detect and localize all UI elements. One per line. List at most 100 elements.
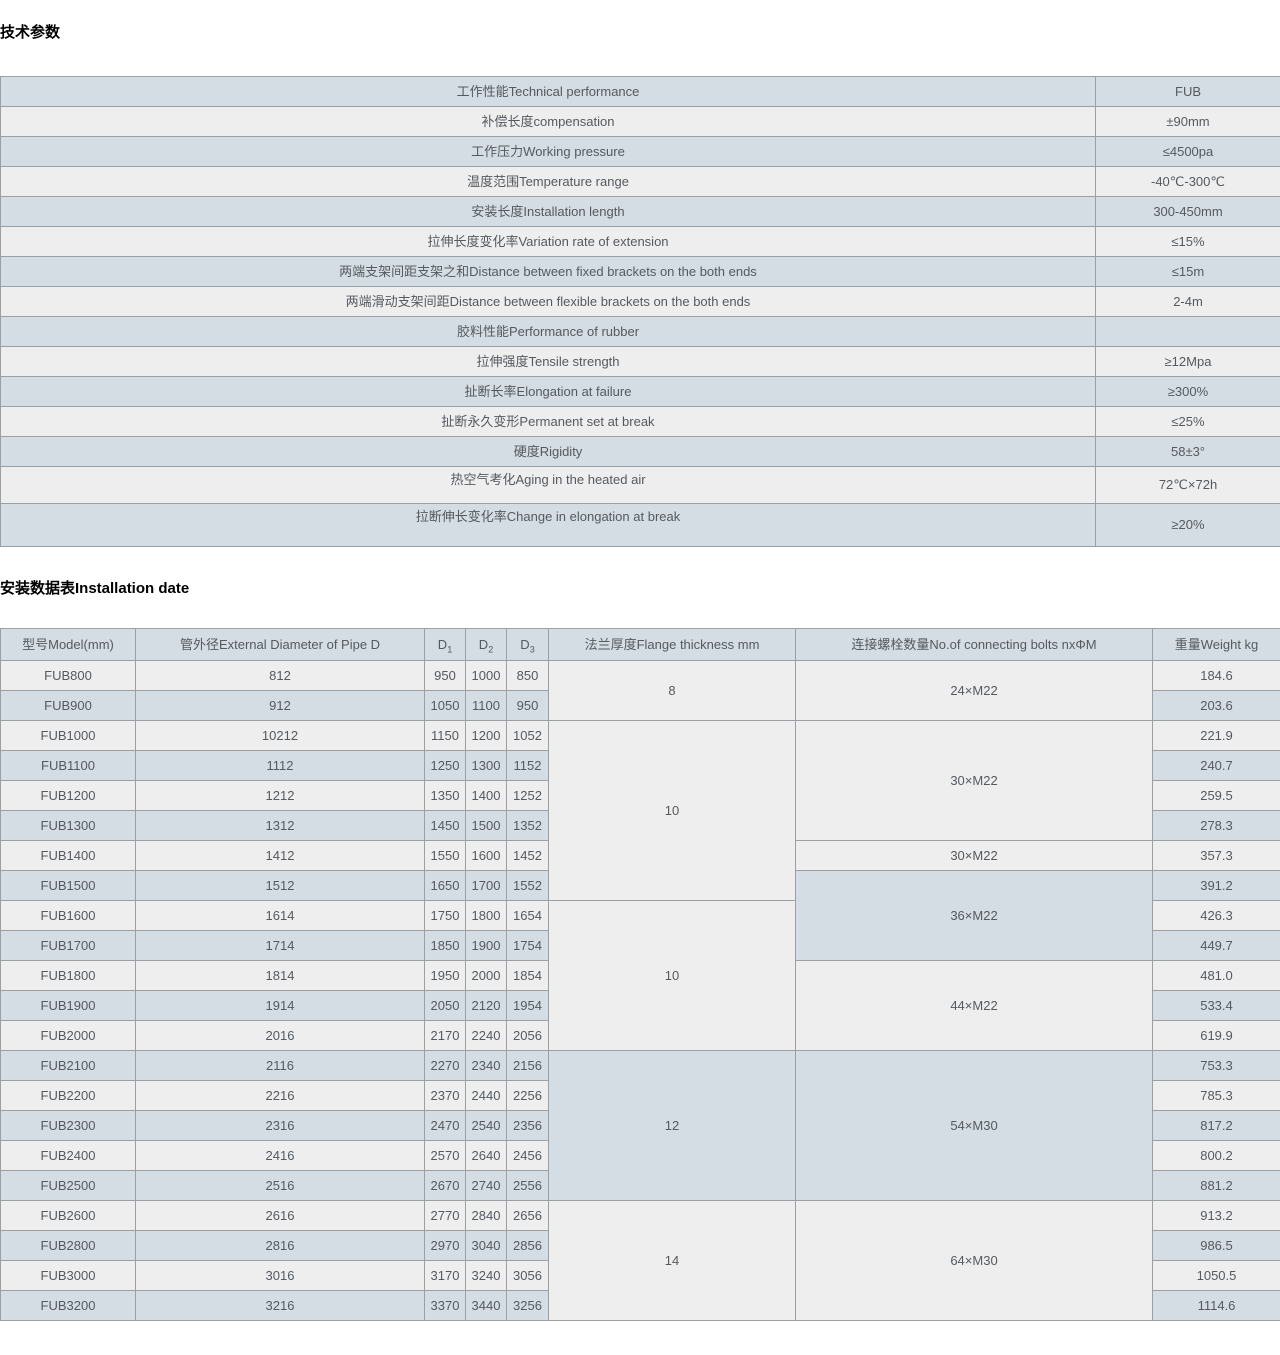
installation-data-title: 安装数据表Installation date xyxy=(0,580,190,597)
d2-cell: 3040 xyxy=(465,1230,507,1261)
weight-cell: 184.6 xyxy=(1152,660,1280,691)
d3-cell: 1954 xyxy=(506,990,549,1021)
weight-cell: 278.3 xyxy=(1152,810,1280,841)
model-cell: FUB1000 xyxy=(0,720,136,751)
d2-cell: 2840 xyxy=(465,1200,507,1231)
weight-cell: 817.2 xyxy=(1152,1110,1280,1141)
model-cell: FUB1900 xyxy=(0,990,136,1021)
d2-cell: 1600 xyxy=(465,840,507,871)
install-row: FUB1000 10212 1150 1200 1052 10 30×M22 221.9 xyxy=(0,720,1280,901)
d2-cell: 2740 xyxy=(465,1170,507,1201)
tech-param-row: 拉伸强度Tensile strength ≥12Mpa xyxy=(0,346,1280,377)
tech-param-value: 58±3° xyxy=(1095,436,1280,467)
d1-cell: 1250 xyxy=(424,750,466,781)
d3-cell: 2056 xyxy=(506,1020,549,1051)
install-row: FUB1500 1512 1650 1700 1552 36×M22 391.2 xyxy=(0,870,1280,961)
d3-cell: 3056 xyxy=(506,1260,549,1291)
install-row: FUB1200 1212 1350 1400 1252 259.5 xyxy=(0,780,1280,811)
d1-cell: 2170 xyxy=(424,1020,466,1051)
model-cell: FUB2300 xyxy=(0,1110,136,1141)
flange-thickness-cell: 8 xyxy=(548,660,796,721)
flange-thickness-cell: 10 xyxy=(548,720,796,901)
connecting-bolts-cell: 44×M22 xyxy=(795,960,1153,1051)
d2-cell: 2440 xyxy=(465,1080,507,1111)
model-cell: FUB1600 xyxy=(0,900,136,931)
d1-cell: 2050 xyxy=(424,990,466,1021)
install-header-row: 型号Model(mm) 管外径External Diameter of Pipe … xyxy=(0,628,1280,661)
pipe-diameter-cell: 2816 xyxy=(135,1230,425,1261)
model-cell: FUB1100 xyxy=(0,750,136,781)
install-row: FUB2800 2816 2970 3040 2856 986.5 xyxy=(0,1230,1280,1261)
tech-param-label: 扯断永久变形Permanent set at break xyxy=(0,406,1096,437)
d1-cell: 2770 xyxy=(424,1200,466,1231)
tech-param-label: 胶料性能Performance of rubber xyxy=(0,316,1096,347)
tech-param-label: 扯断长率Elongation at failure xyxy=(0,376,1096,407)
d2-cell: 2240 xyxy=(465,1020,507,1051)
pipe-diameter-cell: 2516 xyxy=(135,1170,425,1201)
d2-cell: 3240 xyxy=(465,1260,507,1291)
connecting-bolts-cell: 64×M30 xyxy=(795,1200,1153,1321)
weight-cell: 357.3 xyxy=(1152,840,1280,871)
tech-param-row: 胶料性能Performance of rubber xyxy=(0,316,1280,347)
model-cell: FUB2000 xyxy=(0,1020,136,1051)
weight-cell: 426.3 xyxy=(1152,900,1280,931)
d1-cell: 1950 xyxy=(424,960,466,991)
d1-cell: 1550 xyxy=(424,840,466,871)
install-row: FUB2200 2216 2370 2440 2256 785.3 xyxy=(0,1080,1280,1111)
tech-param-label: 拉伸长度变化率Variation rate of extension xyxy=(0,226,1096,257)
d3-cell: 1654 xyxy=(506,900,549,931)
weight-cell: 881.2 xyxy=(1152,1170,1280,1201)
pipe-diameter-cell: 1512 xyxy=(135,870,425,901)
d3-cell: 950 xyxy=(506,690,549,721)
tech-param-label: 工作压力Working pressure xyxy=(0,136,1096,167)
installation-data-table: 型号Model(mm) 管外径External Diameter of Pipe … xyxy=(0,628,1280,1321)
col-header-connecting-bolts: 连接螺栓数量No.of connecting bolts nxΦM xyxy=(795,628,1153,661)
d2-cell: 1500 xyxy=(465,810,507,841)
weight-cell: 449.7 xyxy=(1152,930,1280,961)
install-row: FUB2100 2116 2270 2340 2156 12 54×M30 753.3 xyxy=(0,1050,1280,1201)
model-cell: FUB1500 xyxy=(0,870,136,901)
d3-cell: 2456 xyxy=(506,1140,549,1171)
d3-cell: 1252 xyxy=(506,780,549,811)
d1-cell: 1750 xyxy=(424,900,466,931)
model-cell: FUB2600 xyxy=(0,1200,136,1231)
pipe-diameter-cell: 2116 xyxy=(135,1050,425,1081)
pipe-diameter-cell: 1312 xyxy=(135,810,425,841)
d1-cell: 1050 xyxy=(424,690,466,721)
d2-cell: 1300 xyxy=(465,750,507,781)
pipe-diameter-cell: 2616 xyxy=(135,1200,425,1231)
d1-cell: 2470 xyxy=(424,1110,466,1141)
pipe-diameter-cell: 2416 xyxy=(135,1140,425,1171)
tech-param-row: 拉伸长度变化率Variation rate of extension ≤15% xyxy=(0,226,1280,257)
install-row: FUB2600 2616 2770 2840 2656 14 64×M30 913.2 xyxy=(0,1200,1280,1321)
weight-cell: 986.5 xyxy=(1152,1230,1280,1261)
d1-cell: 2970 xyxy=(424,1230,466,1261)
model-cell: FUB2800 xyxy=(0,1230,136,1261)
pipe-diameter-cell: 2016 xyxy=(135,1020,425,1051)
tech-param-label: 两端滑动支架间距Distance between flexible bracke… xyxy=(0,286,1096,317)
pipe-diameter-cell: 1212 xyxy=(135,780,425,811)
install-row: FUB1300 1312 1450 1500 1352 278.3 xyxy=(0,810,1280,841)
tech-param-value xyxy=(1095,316,1280,347)
d1-cell: 1350 xyxy=(424,780,466,811)
col-header-d2: D2 xyxy=(465,628,507,661)
tech-param-row: 工作压力Working pressure ≤4500pa xyxy=(0,136,1280,167)
weight-cell: 221.9 xyxy=(1152,720,1280,751)
tech-param-label: 拉伸强度Tensile strength xyxy=(0,346,1096,377)
model-cell: FUB1200 xyxy=(0,780,136,811)
col-header-d3: D3 xyxy=(506,628,549,661)
weight-cell: 533.4 xyxy=(1152,990,1280,1021)
connecting-bolts-cell: 36×M22 xyxy=(795,870,1153,961)
d1-cell: 950 xyxy=(424,660,466,691)
weight-cell: 619.9 xyxy=(1152,1020,1280,1051)
d2-cell: 1100 xyxy=(465,690,507,721)
d1-cell: 2670 xyxy=(424,1170,466,1201)
d1-cell: 3170 xyxy=(424,1260,466,1291)
col-header-flange-thickness: 法兰厚度Flange thickness mm xyxy=(548,628,796,661)
d1-cell: 1650 xyxy=(424,870,466,901)
tech-param-label: 两端支架间距支架之和Distance between fixed bracket… xyxy=(0,256,1096,287)
weight-cell: 800.2 xyxy=(1152,1140,1280,1171)
model-cell: FUB2200 xyxy=(0,1080,136,1111)
install-row: FUB1600 1614 1750 1800 1654 10 426.3 xyxy=(0,900,1280,1051)
install-row: FUB1700 1714 1850 1900 1754 449.7 xyxy=(0,930,1280,961)
